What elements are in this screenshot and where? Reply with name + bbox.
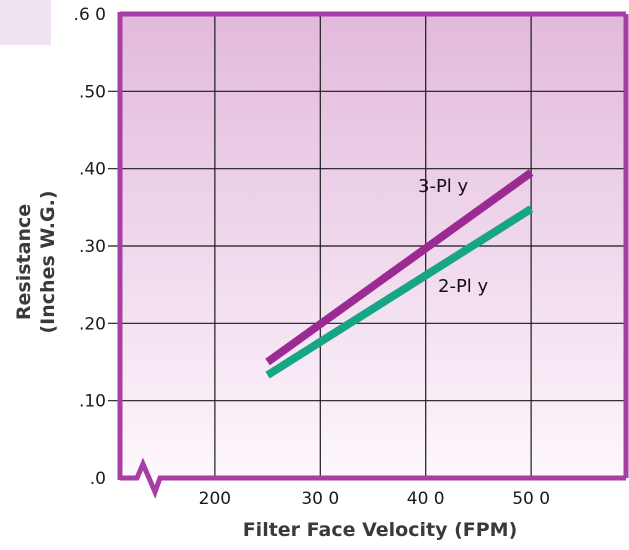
series-labels: 3-Pl y 2-Pl y: [418, 176, 489, 297]
y-tick-label: .40: [79, 160, 106, 180]
x-tick-label: 40 0: [407, 489, 445, 509]
corner-tint: [0, 0, 51, 45]
y-tick-label: .10: [79, 392, 106, 412]
series-lines: [265, 169, 534, 379]
plot-frame: [117, 11, 629, 499]
series-line-3-ply: [265, 169, 534, 366]
y-axis-title-line1: Resistance: [13, 204, 35, 320]
x-axis-title: Filter Face Velocity (FPM): [243, 519, 518, 541]
series-label-3-ply: 3-Pl y: [418, 176, 469, 197]
x-tick-label: 50 0: [512, 489, 550, 509]
series-label-2-ply: 2-Pl y: [438, 276, 489, 297]
frame-bottom-with-break: [120, 457, 626, 499]
y-tick-labels: .0 .10 .20 .30 .40 .50 .6 0: [74, 5, 106, 489]
y-tick-label: .30: [79, 237, 106, 257]
y-tick-label: .20: [79, 314, 106, 334]
series-line-2-ply: [265, 205, 534, 379]
gridlines: [108, 14, 626, 478]
y-tick-label: .6 0: [74, 5, 106, 25]
y-axis-title-line2: (Inches W.G.): [37, 190, 59, 333]
y-tick-label: .50: [79, 82, 106, 102]
x-tick-labels: 200 30 0 40 0 50 0: [199, 489, 550, 509]
y-tick-label: .0: [90, 469, 106, 489]
x-tick-label: 30 0: [301, 489, 339, 509]
y-axis-title: Resistance (Inches W.G.): [13, 190, 59, 333]
x-tick-label: 200: [199, 489, 231, 509]
